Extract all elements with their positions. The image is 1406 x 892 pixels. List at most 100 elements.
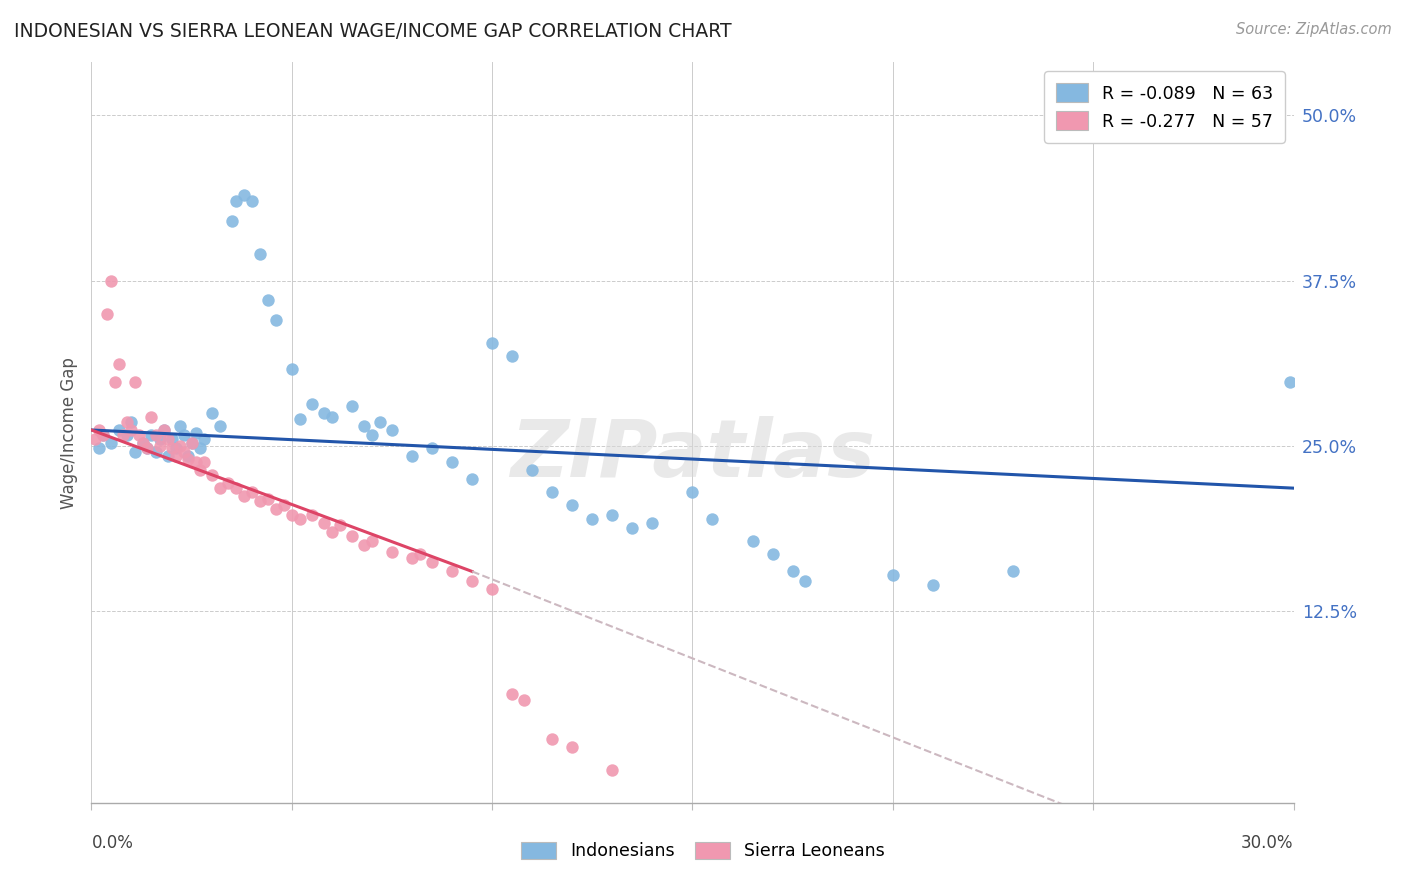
Point [225,194,247,209]
Legend: R = -0.089   N = 63, R = -0.277   N = 57: R = -0.089 N = 63, R = -0.277 N = 57 [1045,71,1285,143]
Point [165,442,187,456]
Point [132,436,155,450]
Point [117,428,139,442]
Point [156,450,179,464]
Point [481,582,503,596]
Point [173,445,195,459]
Point [141,409,163,424]
Point [264,502,287,516]
Point [461,472,484,486]
Point [100,274,122,288]
Text: Source: ZipAtlas.com: Source: ZipAtlas.com [1236,22,1392,37]
Point [581,511,603,525]
Point [273,499,295,513]
Point [148,439,170,453]
Point [922,577,945,591]
Point [360,428,382,442]
Point [368,415,391,429]
Point [180,436,202,450]
Point [221,214,243,228]
Point [160,432,183,446]
Point [93,428,115,442]
Point [145,445,167,459]
Point [240,194,263,209]
Point [381,423,404,437]
Point [782,565,804,579]
Text: ZIPatlas: ZIPatlas [510,416,875,494]
Point [165,450,187,464]
Point [201,467,224,482]
Point [353,538,375,552]
Point [104,376,127,390]
Point [124,445,146,459]
Point [561,499,583,513]
Point [340,399,363,413]
Point [232,489,254,503]
Point [461,574,484,588]
Point [188,463,211,477]
Point [741,534,763,549]
Point [169,419,191,434]
Point [501,349,523,363]
Point [208,481,231,495]
Point [232,187,254,202]
Point [176,450,198,464]
Point [121,423,143,437]
Point [217,475,239,490]
Point [381,544,404,558]
Point [176,452,198,467]
Point [141,428,163,442]
Point [117,415,139,429]
Point [621,521,644,535]
Point [513,692,536,706]
Point [321,409,343,424]
Point [121,415,143,429]
Point [420,442,443,456]
Point [522,463,544,477]
Point [188,442,211,456]
Point [420,555,443,569]
Point [360,534,382,549]
Point [440,565,463,579]
Point [702,511,724,525]
Point [136,442,159,456]
Point [329,518,352,533]
Point [89,423,111,437]
Point [89,442,111,456]
Point [440,455,463,469]
Point [301,508,323,522]
Point [312,516,335,530]
Point [184,425,207,440]
Point [321,524,343,539]
Point [84,432,107,446]
Point [312,406,335,420]
Point [156,432,179,446]
Point [602,763,624,777]
Point [128,428,150,442]
Point [541,732,564,747]
Point [180,436,202,450]
Point [112,428,135,442]
Point [160,442,183,456]
Point [793,574,815,588]
Point [353,419,375,434]
Text: 0.0%: 0.0% [91,834,134,852]
Point [256,293,278,308]
Point [641,516,664,530]
Point [409,547,432,561]
Point [264,313,287,327]
Point [561,740,583,755]
Point [100,436,122,450]
Text: 30.0%: 30.0% [1241,834,1294,852]
Point [762,547,785,561]
Point [169,439,191,453]
Point [132,436,155,450]
Point [96,307,118,321]
Point [108,423,131,437]
Point [249,494,271,508]
Point [1001,565,1024,579]
Point [501,687,523,701]
Point [145,428,167,442]
Point [152,423,174,437]
Text: INDONESIAN VS SIERRA LEONEAN WAGE/INCOME GAP CORRELATION CHART: INDONESIAN VS SIERRA LEONEAN WAGE/INCOME… [14,22,731,41]
